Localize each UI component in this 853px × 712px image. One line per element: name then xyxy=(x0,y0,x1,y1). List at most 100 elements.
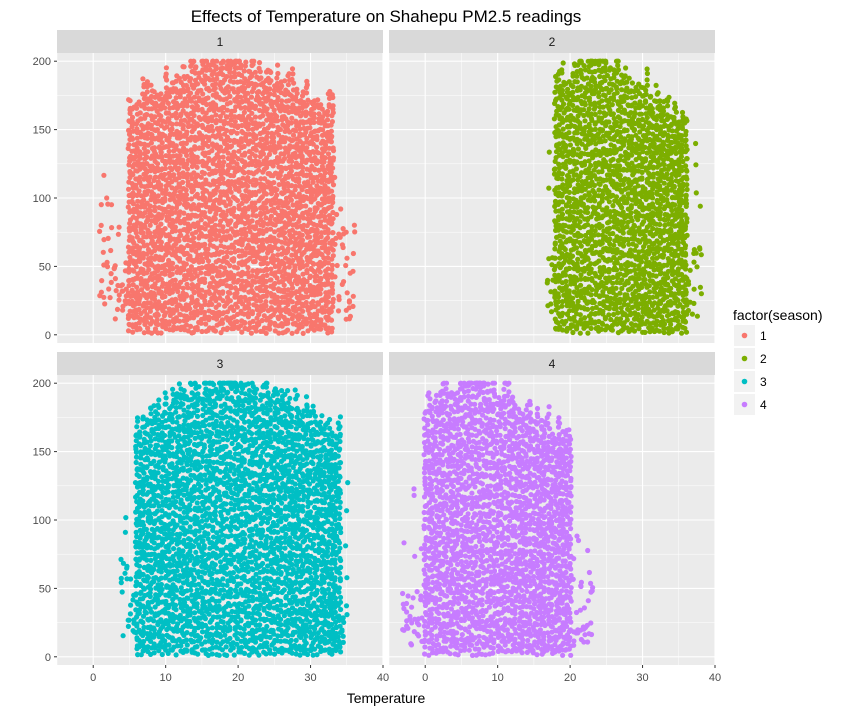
data-point xyxy=(194,154,200,160)
data-point xyxy=(190,58,197,64)
data-point xyxy=(220,224,226,230)
data-point xyxy=(199,265,205,271)
data-point xyxy=(129,114,136,120)
data-point xyxy=(187,323,194,329)
data-point xyxy=(279,98,285,104)
data-point xyxy=(138,116,144,122)
data-point xyxy=(133,275,139,281)
data-point xyxy=(144,251,150,257)
data-point xyxy=(166,257,172,264)
data-point xyxy=(556,161,562,167)
data-point xyxy=(560,234,566,240)
data-point xyxy=(196,95,202,101)
data-point xyxy=(299,164,306,170)
data-point xyxy=(631,262,638,268)
data-point xyxy=(220,154,226,160)
data-point xyxy=(574,79,580,85)
data-point xyxy=(151,89,157,95)
data-point xyxy=(169,126,175,132)
data-point xyxy=(184,161,190,167)
data-point xyxy=(559,67,565,73)
data-point xyxy=(589,224,595,230)
data-point xyxy=(141,197,147,203)
data-point xyxy=(130,329,136,335)
data-point xyxy=(141,291,147,297)
data-point xyxy=(649,313,655,319)
data-point xyxy=(163,187,169,193)
data-point xyxy=(340,244,346,251)
data-point xyxy=(198,174,204,180)
data-point xyxy=(649,278,656,284)
data-point xyxy=(307,234,313,240)
data-point xyxy=(606,119,612,125)
data-point xyxy=(138,287,145,293)
data-point xyxy=(288,168,294,174)
data-point xyxy=(602,65,608,71)
data-point xyxy=(158,182,164,188)
data-point xyxy=(268,78,274,84)
data-point xyxy=(563,278,569,285)
data-point xyxy=(344,290,350,296)
data-point xyxy=(169,179,175,185)
facet-strip xyxy=(57,30,383,53)
data-point xyxy=(548,301,554,307)
data-point xyxy=(317,291,323,297)
data-point xyxy=(112,316,118,322)
data-point xyxy=(556,77,562,83)
data-point xyxy=(263,330,269,336)
data-point xyxy=(307,273,313,279)
data-point xyxy=(183,187,189,193)
data-point xyxy=(198,87,204,93)
data-point xyxy=(591,182,598,188)
data-point xyxy=(325,108,331,114)
data-point xyxy=(108,202,115,208)
data-point xyxy=(559,176,565,182)
data-point xyxy=(170,307,176,313)
data-point xyxy=(655,90,661,96)
data-point xyxy=(210,128,216,134)
data-point xyxy=(335,308,342,314)
data-point xyxy=(300,308,306,314)
data-point xyxy=(559,303,565,309)
data-point xyxy=(570,115,576,121)
data-point xyxy=(608,87,614,93)
data-point xyxy=(126,142,132,148)
data-point xyxy=(246,301,252,307)
data-point xyxy=(166,153,172,159)
data-point xyxy=(241,109,247,115)
data-point xyxy=(274,113,280,120)
data-point xyxy=(169,185,175,191)
data-point xyxy=(143,154,150,160)
data-point xyxy=(592,126,599,132)
data-point xyxy=(199,122,205,128)
data-point xyxy=(596,258,602,264)
data-point xyxy=(203,321,209,327)
data-point xyxy=(198,116,204,122)
data-point xyxy=(619,277,625,283)
data-point xyxy=(592,198,598,204)
data-point xyxy=(148,315,154,321)
data-point xyxy=(195,282,201,288)
data-point xyxy=(288,120,294,126)
data-point xyxy=(180,245,187,251)
data-point xyxy=(252,205,258,211)
data-point xyxy=(277,126,283,133)
facet-panel-2: 2 xyxy=(388,30,716,343)
data-point xyxy=(567,142,574,148)
data-point xyxy=(184,166,191,172)
data-point xyxy=(281,114,287,120)
data-point xyxy=(649,106,655,112)
data-point xyxy=(613,84,619,90)
data-point xyxy=(136,140,142,146)
data-point xyxy=(311,303,317,310)
data-point xyxy=(588,83,594,89)
data-point xyxy=(151,191,157,197)
data-point xyxy=(552,255,558,261)
data-point xyxy=(578,233,584,239)
data-point xyxy=(216,154,222,161)
data-point xyxy=(610,111,617,117)
data-point xyxy=(620,230,626,236)
data-point xyxy=(329,92,335,98)
data-point xyxy=(635,210,641,216)
